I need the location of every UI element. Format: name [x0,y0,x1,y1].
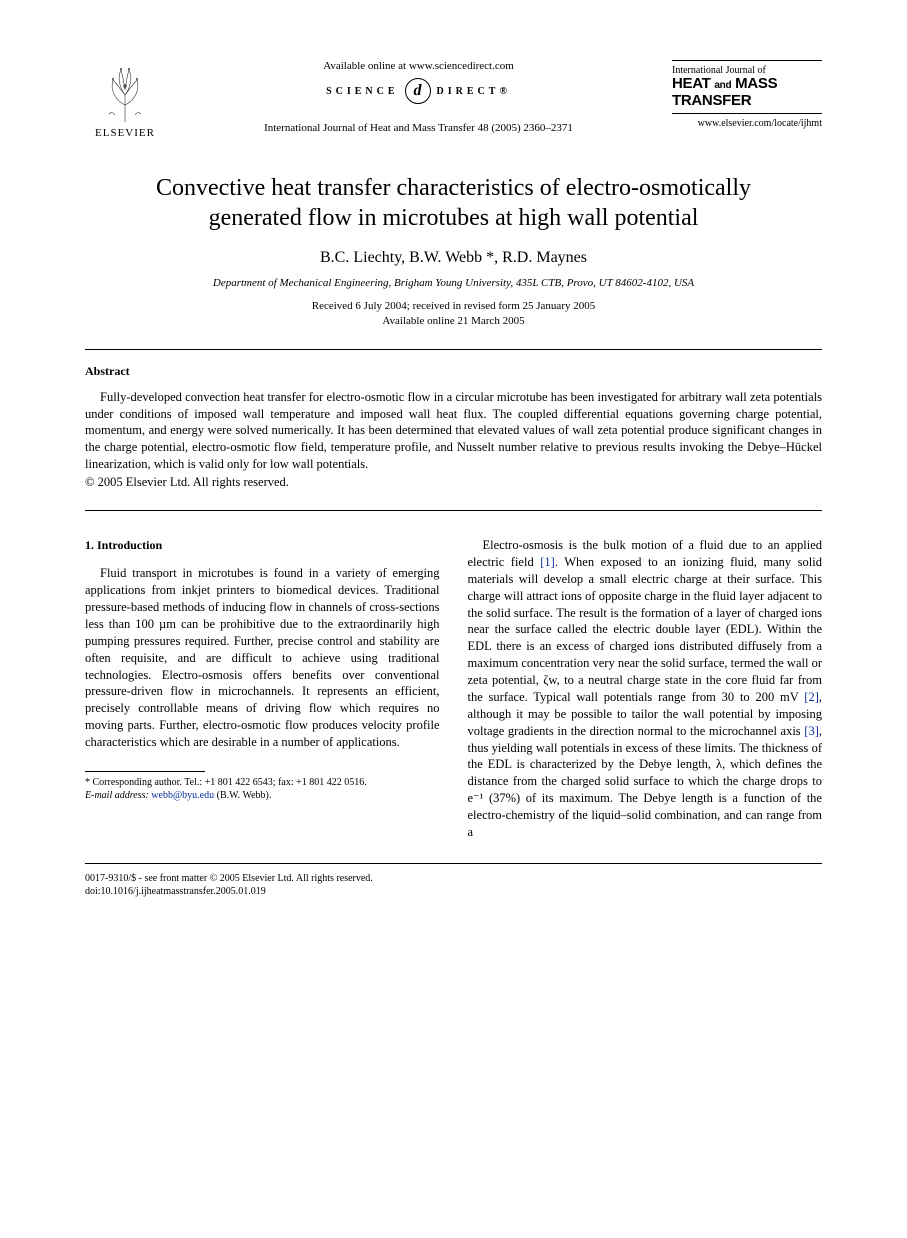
publisher-block: ELSEVIER [85,60,165,139]
abstract-heading: Abstract [85,364,822,379]
page: ELSEVIER Available online at www.science… [0,0,907,938]
ref-2[interactable]: [2] [804,690,819,704]
journal-and: and [714,80,731,91]
citation-line: International Journal of Heat and Mass T… [165,122,672,134]
online-line: Available online 21 March 2005 [382,315,524,327]
sd-text-right: DIRECT® [437,86,511,97]
elsevier-tree-icon [95,60,155,125]
elsevier-label: ELSEVIER [95,127,155,139]
title-line2: generated flow in microtubes at high wal… [209,205,699,231]
corr-author-text: * Corresponding author. Tel.: +1 801 422… [85,776,440,789]
email-line: E-mail address: webb@byu.edu (B.W. Webb)… [85,789,440,802]
journal-rule-bottom [672,113,822,114]
footnote-rule [85,771,205,772]
section-heading: 1. Introduction [85,537,440,553]
abstract-body: Fully-developed convection heat transfer… [85,389,822,473]
journal-title-row1: HEAT and MASS [672,76,822,93]
header-center: Available online at www.sciencedirect.co… [165,60,672,134]
sciencedirect-logo: SCIENCE d DIRECT® [326,78,511,104]
ref-3[interactable]: [3] [804,724,819,738]
journal-mass: MASS [735,75,777,92]
footer-rule [85,863,822,864]
rule-above-abstract [85,349,822,350]
title-line1: Convective heat transfer characteristics… [156,175,751,201]
article-title: Convective heat transfer characteristics… [85,173,822,233]
authors: B.C. Liechty, B.W. Webb *, R.D. Maynes [85,249,822,267]
col2-text-b: . When exposed to an ionizing fluid, man… [468,555,823,704]
column-left: 1. Introduction Fluid transport in micro… [85,537,440,841]
col2-text-d: , thus yielding wall potentials in exces… [468,724,823,839]
footer-line1: 0017-9310/$ - see front matter © 2005 El… [85,872,822,885]
footer: 0017-9310/$ - see front matter © 2005 El… [85,872,822,898]
email-who: (B.W. Webb). [217,790,272,801]
abstract-copyright: © 2005 Elsevier Ltd. All rights reserved… [85,475,822,490]
sd-text-left: SCIENCE [326,86,398,97]
available-online-text: Available online at www.sciencedirect.co… [165,60,672,72]
email-link[interactable]: webb@byu.edu [151,790,214,801]
corresponding-footnote: * Corresponding author. Tel.: +1 801 422… [85,776,440,802]
header: ELSEVIER Available online at www.science… [85,60,822,139]
body-columns: 1. Introduction Fluid transport in micro… [85,537,822,841]
rule-below-abstract [85,510,822,511]
journal-rule-top [672,60,822,61]
received-line: Received 6 July 2004; received in revise… [312,300,595,312]
locate-url: www.elsevier.com/locate/ijhmt [672,118,822,129]
sd-circle-icon: d [405,78,431,104]
email-label: E-mail address: [85,790,149,801]
journal-block: International Journal of HEAT and MASS T… [672,60,822,129]
intro-paragraph-1: Fluid transport in microtubes is found i… [85,565,440,751]
affiliation: Department of Mechanical Engineering, Br… [85,277,822,289]
intro-paragraph-2: Electro-osmosis is the bulk motion of a … [468,537,823,841]
ref-1[interactable]: [1] [540,555,555,569]
column-right: Electro-osmosis is the bulk motion of a … [468,537,823,841]
journal-heat: HEAT [672,75,711,92]
dates: Received 6 July 2004; received in revise… [85,299,822,329]
footer-doi: doi:10.1016/j.ijheatmasstransfer.2005.01… [85,885,822,898]
journal-title-row2: TRANSFER [672,93,822,110]
